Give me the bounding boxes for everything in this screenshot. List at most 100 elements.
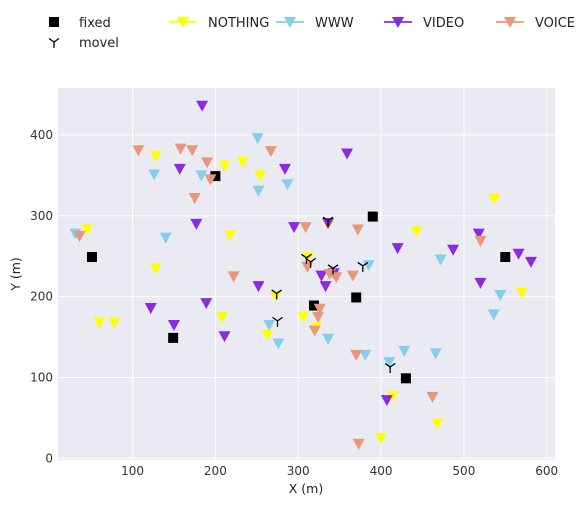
point-video <box>512 248 525 260</box>
point-voice <box>346 270 359 282</box>
series-www <box>69 133 507 369</box>
point-video <box>447 244 460 256</box>
point-www <box>281 179 294 191</box>
x-tick-label: 100 <box>121 464 144 478</box>
x-axis-label: X (m) <box>289 481 323 496</box>
point-www <box>272 338 285 350</box>
point-nothing <box>93 317 106 329</box>
point-video <box>167 319 180 331</box>
legend-item-www: WWW <box>276 16 354 31</box>
legend-label: fixed <box>79 16 111 31</box>
point-movel <box>327 264 339 275</box>
point-video <box>218 331 231 343</box>
series-nothing <box>80 150 528 445</box>
point-nothing <box>386 391 399 403</box>
point-www <box>383 357 396 369</box>
point-nothing <box>254 170 267 182</box>
point-fixed <box>168 332 179 343</box>
legend-item-movel: movel <box>48 36 119 51</box>
legend-label: WWW <box>315 16 354 31</box>
legend-marker <box>392 17 404 28</box>
point-nothing <box>410 226 423 238</box>
point-www <box>159 232 172 244</box>
legend-label: VIDEO <box>423 16 464 31</box>
point-voice <box>204 174 217 186</box>
legend-item-video: VIDEO <box>384 16 464 31</box>
point-video <box>278 163 291 175</box>
y-tick-label: 0 <box>45 451 53 465</box>
x-tick-label: 400 <box>370 464 393 478</box>
y-tick-label: 300 <box>30 209 53 223</box>
point-voice <box>312 311 325 323</box>
point-voice <box>186 145 199 157</box>
point-nothing <box>80 224 93 236</box>
point-video <box>524 256 537 268</box>
point-nothing <box>375 433 388 445</box>
point-www <box>487 309 500 321</box>
x-tick-label: 600 <box>535 464 558 478</box>
point-voice <box>188 192 201 204</box>
series-voice <box>73 143 487 450</box>
point-voice <box>227 271 240 283</box>
point-www <box>195 170 208 182</box>
point-nothing <box>218 160 231 172</box>
point-video <box>288 222 301 234</box>
point-video <box>319 281 332 293</box>
point-www <box>398 345 411 357</box>
y-axis-label: Y (m) <box>8 257 23 292</box>
point-movel <box>322 216 334 227</box>
point-video <box>315 270 328 282</box>
point-voice <box>308 325 321 337</box>
point-www <box>494 290 507 302</box>
point-video <box>474 277 487 289</box>
point-nothing <box>149 150 162 162</box>
point-www <box>359 349 372 361</box>
point-video <box>190 218 203 230</box>
point-www <box>429 348 442 360</box>
legend-label: movel <box>79 36 119 51</box>
legend-marker <box>49 17 59 27</box>
point-fixed <box>400 373 411 384</box>
point-www <box>263 319 276 331</box>
point-www <box>252 185 265 197</box>
point-video <box>380 395 393 407</box>
legend-marker <box>177 17 189 28</box>
point-voice <box>474 235 487 247</box>
point-voice <box>201 157 214 169</box>
point-nothing <box>488 193 501 205</box>
point-www <box>434 254 447 266</box>
point-video <box>200 298 213 310</box>
point-video <box>391 243 404 255</box>
point-fixed <box>367 211 378 222</box>
point-nothing <box>236 156 249 168</box>
x-tick-label: 300 <box>287 464 310 478</box>
point-voice <box>352 438 365 450</box>
point-nothing <box>261 329 274 341</box>
point-video <box>196 100 209 112</box>
point-nothing <box>515 287 528 299</box>
legend-marker <box>504 17 516 28</box>
point-fixed <box>500 252 511 263</box>
point-video <box>173 163 186 175</box>
point-www <box>251 133 264 145</box>
x-tick-label: 200 <box>204 464 227 478</box>
y-tick-label: 400 <box>30 128 53 142</box>
point-video <box>144 302 157 314</box>
point-voice <box>299 222 312 234</box>
point-nothing <box>297 311 310 323</box>
legend-label: NOTHING <box>208 16 269 31</box>
point-nothing <box>224 230 237 242</box>
grid-lines <box>58 88 555 460</box>
point-www <box>322 333 335 345</box>
point-nothing <box>216 311 229 323</box>
point-fixed <box>351 292 362 303</box>
point-voice <box>426 391 439 403</box>
legend-item-nothing: NOTHING <box>169 16 269 31</box>
point-fixed <box>86 252 97 263</box>
point-nothing <box>431 418 444 430</box>
point-movel <box>357 261 369 272</box>
point-movel <box>305 257 317 268</box>
point-movel <box>384 362 396 373</box>
legend-label: VOICE <box>535 16 575 31</box>
